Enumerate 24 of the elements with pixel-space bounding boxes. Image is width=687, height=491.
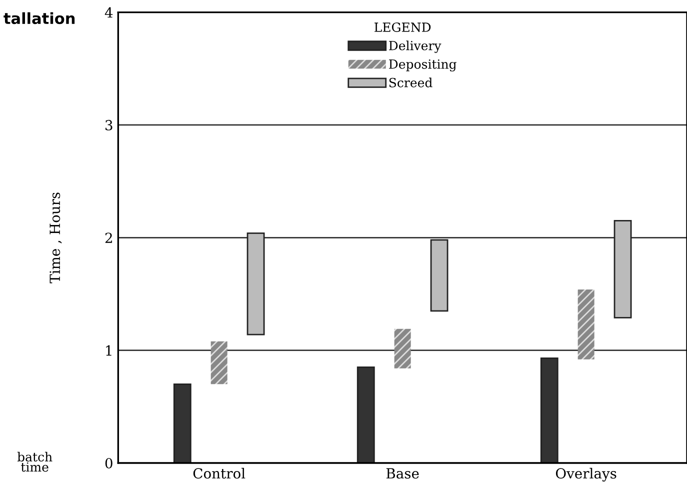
bar xyxy=(540,358,558,464)
y-tick-label: 0 xyxy=(105,458,112,468)
bar xyxy=(173,383,192,464)
y-tick-label: 1 xyxy=(106,345,112,356)
y-tick-label: 2 xyxy=(105,232,112,243)
legend-label: Screed xyxy=(389,78,432,88)
legend-label: Delivery xyxy=(389,40,442,53)
x-tick-label: Base xyxy=(386,468,419,479)
bar xyxy=(430,239,448,312)
y-tick-label: 4 xyxy=(104,7,113,18)
chart-title: tallation xyxy=(4,12,75,24)
text: batch time xyxy=(17,452,52,472)
bar xyxy=(578,289,594,360)
bar xyxy=(210,341,228,384)
y-tick-label: 3 xyxy=(106,120,112,130)
legend-label: Depositing xyxy=(389,59,456,72)
x-tick-label: Control xyxy=(193,468,246,479)
x-tick-label: Overlays xyxy=(556,468,616,482)
y-axis-title: Time , Hours xyxy=(50,192,62,284)
bar xyxy=(356,366,375,464)
bar xyxy=(394,328,411,368)
bar xyxy=(246,232,265,336)
bar xyxy=(614,220,632,318)
legend-title: LEGEND xyxy=(374,22,431,32)
